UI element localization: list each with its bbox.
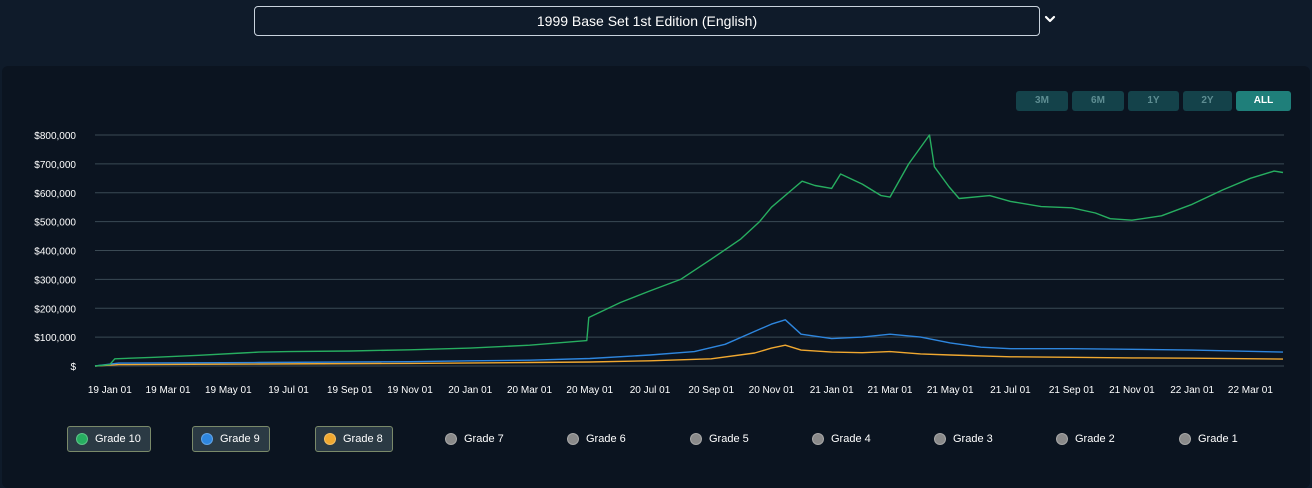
legend-item-grade-2[interactable]: Grade 2 bbox=[1056, 426, 1115, 452]
legend-item-grade-6[interactable]: Grade 6 bbox=[567, 426, 626, 452]
legend-dot-icon bbox=[324, 433, 336, 445]
legend-item-grade-7[interactable]: Grade 7 bbox=[445, 426, 504, 452]
legend-dot-icon bbox=[1056, 433, 1068, 445]
set-selector-value[interactable]: 1999 Base Set 1st Edition (English) bbox=[254, 6, 1040, 36]
x-tick-label: 19 Sep 01 bbox=[327, 385, 373, 396]
chart-panel bbox=[2, 66, 1310, 488]
legend-dot-icon bbox=[445, 433, 457, 445]
legend-dot-icon bbox=[1179, 433, 1191, 445]
x-tick-label: 20 Nov 01 bbox=[749, 385, 795, 396]
legend-label: Grade 6 bbox=[586, 433, 626, 445]
legend-label: Grade 9 bbox=[220, 433, 260, 445]
price-chart: $ $100,000 $200,000 $300,000 $400,000 $500,00… bbox=[34, 131, 1284, 396]
x-tick-label: 21 Jan 01 bbox=[810, 385, 854, 396]
x-tick-label: 19 Mar 01 bbox=[146, 385, 191, 396]
legend-item-grade-10[interactable]: Grade 10 bbox=[67, 426, 151, 452]
x-tick-label: 21 Sep 01 bbox=[1049, 385, 1095, 396]
x-tick-label: 21 Nov 01 bbox=[1109, 385, 1155, 396]
y-tick-label: $300,000 bbox=[34, 275, 76, 286]
range-button-1y[interactable]: 1Y bbox=[1128, 91, 1179, 111]
legend-label: Grade 8 bbox=[343, 433, 383, 445]
x-tick-label: 20 Mar 01 bbox=[507, 385, 552, 396]
legend-label: Grade 7 bbox=[464, 433, 504, 445]
legend-label: Grade 1 bbox=[1198, 433, 1238, 445]
set-selector[interactable]: 1999 Base Set 1st Edition (English) bbox=[254, 6, 1040, 36]
legend-item-grade-4[interactable]: Grade 4 bbox=[812, 426, 871, 452]
legend-item-grade-1[interactable]: Grade 1 bbox=[1179, 426, 1238, 452]
x-tick-label: 19 Nov 01 bbox=[387, 385, 433, 396]
legend-dot-icon bbox=[201, 433, 213, 445]
x-tick-label: 22 Jan 01 bbox=[1170, 385, 1214, 396]
y-tick-label: $ bbox=[70, 362, 76, 373]
legend-label: Grade 3 bbox=[953, 433, 993, 445]
x-tick-label: 20 May 01 bbox=[566, 385, 613, 396]
x-tick-label: 19 May 01 bbox=[205, 385, 252, 396]
y-tick-label: $100,000 bbox=[34, 333, 76, 344]
legend-dot-icon bbox=[76, 433, 88, 445]
y-tick-label: $700,000 bbox=[34, 160, 76, 171]
y-tick-label: $200,000 bbox=[34, 304, 76, 315]
x-tick-label: 21 May 01 bbox=[927, 385, 974, 396]
y-tick-label: $400,000 bbox=[34, 247, 76, 258]
legend-label: Grade 2 bbox=[1075, 433, 1115, 445]
series-line-grade-10 bbox=[94, 134, 1284, 367]
range-button-2y[interactable]: 2Y bbox=[1183, 91, 1232, 111]
legend-item-grade-9[interactable]: Grade 9 bbox=[192, 426, 270, 452]
y-tick-label: $600,000 bbox=[34, 189, 76, 200]
chevron-down-icon[interactable] bbox=[1043, 12, 1057, 26]
y-tick-label: $500,000 bbox=[34, 218, 76, 229]
legend-dot-icon bbox=[934, 433, 946, 445]
legend-item-grade-8[interactable]: Grade 8 bbox=[315, 426, 393, 452]
legend-dot-icon bbox=[567, 433, 579, 445]
series-line-grade-9 bbox=[94, 319, 1284, 367]
x-tick-label: 19 Jan 01 bbox=[88, 385, 132, 396]
y-tick-label: $800,000 bbox=[34, 131, 76, 142]
x-tick-label: 22 Mar 01 bbox=[1228, 385, 1273, 396]
x-tick-label: 20 Jan 01 bbox=[448, 385, 492, 396]
range-button-all[interactable]: ALL bbox=[1236, 91, 1291, 111]
x-tick-label: 20 Sep 01 bbox=[688, 385, 734, 396]
x-tick-label: 19 Jul 01 bbox=[268, 385, 309, 396]
legend-label: Grade 4 bbox=[831, 433, 871, 445]
x-tick-label: 20 Jul 01 bbox=[630, 385, 671, 396]
legend-label: Grade 5 bbox=[709, 433, 749, 445]
x-tick-label: 21 Jul 01 bbox=[990, 385, 1031, 396]
legend-item-grade-3[interactable]: Grade 3 bbox=[934, 426, 993, 452]
x-tick-label: 21 Mar 01 bbox=[867, 385, 912, 396]
legend-dot-icon bbox=[812, 433, 824, 445]
legend-label: Grade 10 bbox=[95, 433, 141, 445]
range-button-6m[interactable]: 6M bbox=[1072, 91, 1124, 111]
series-line-grade-8 bbox=[94, 344, 1284, 367]
legend-item-grade-5[interactable]: Grade 5 bbox=[690, 426, 749, 452]
range-button-3m[interactable]: 3M bbox=[1016, 91, 1068, 111]
legend-dot-icon bbox=[690, 433, 702, 445]
